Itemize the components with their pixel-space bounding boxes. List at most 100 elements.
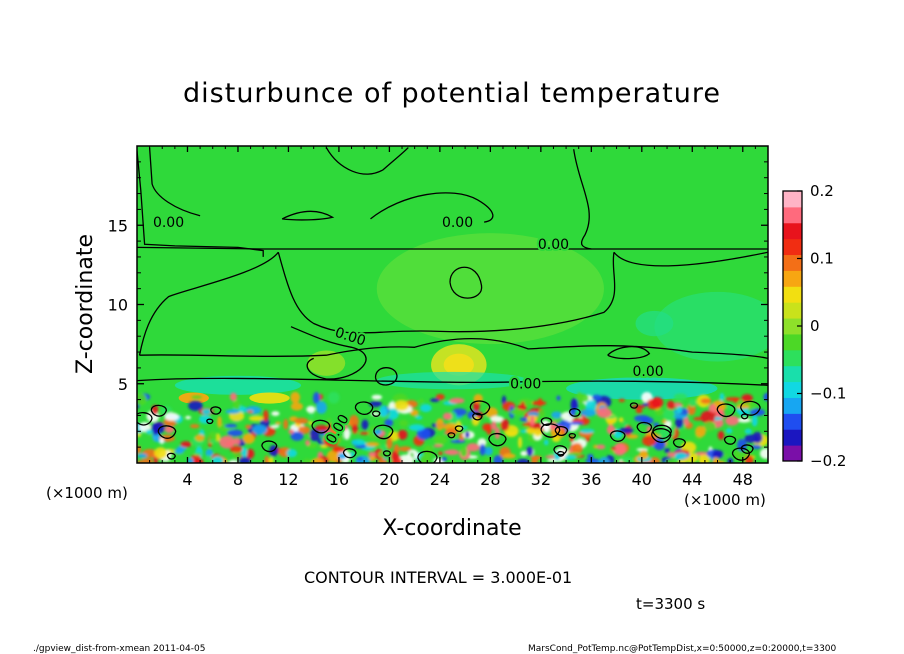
turbulence-cell <box>725 428 733 434</box>
contour-line <box>613 251 768 267</box>
turbulence-cell <box>286 448 298 458</box>
x-tick-label: 24 <box>430 470 450 489</box>
turbulence-cell <box>642 402 649 406</box>
contour-loop <box>716 403 736 418</box>
footer-right: MarsCond_PotTemp.nc@PotTempDist,x=0:5000… <box>528 644 837 654</box>
turbulence-cell <box>137 453 148 458</box>
contour-loop <box>469 400 491 416</box>
contour-loop <box>636 421 653 434</box>
x-tick-label: 16 <box>329 470 349 489</box>
contour-loop <box>354 401 374 416</box>
turbulence-cell <box>248 415 265 422</box>
turbulence-cell <box>245 424 252 429</box>
turbulence-cell <box>217 416 222 428</box>
contour-loop <box>554 425 569 436</box>
turbulence-cell <box>621 456 633 463</box>
x-unit-left: (×1000 m) <box>46 484 128 502</box>
y-axis-label: Z-coordinate <box>73 234 98 374</box>
contour-line <box>607 346 651 360</box>
contour-loop <box>609 430 626 442</box>
turbulence-cell <box>247 410 254 414</box>
turbulence-cell <box>398 446 412 452</box>
turbulence-cell <box>531 455 538 463</box>
turbulence-cell <box>673 393 688 401</box>
contour-loop <box>731 447 751 461</box>
turbulence-cell <box>610 447 616 451</box>
colorbar-tick-label: −0.2 <box>810 452 846 470</box>
turbulence-cell <box>270 424 280 429</box>
contour-loop <box>568 408 581 417</box>
turbulence-cell <box>153 456 158 463</box>
colorbar-tick-label: 0.2 <box>810 182 834 200</box>
turbulence-cell <box>137 445 142 454</box>
turbulence-cell <box>538 409 545 419</box>
turbulence-cell <box>533 428 543 437</box>
turbulence-cell <box>618 427 634 434</box>
turbulence-cell <box>290 402 303 411</box>
turbulence-cell <box>365 441 380 447</box>
turbulence-cell <box>323 434 339 448</box>
turbulence-cell <box>430 398 440 403</box>
turbulence-cell <box>683 416 690 426</box>
turbulence-cell <box>725 397 741 402</box>
turbulence-cell <box>263 409 269 422</box>
turbulence-cell <box>180 441 192 448</box>
field-blob <box>654 291 768 362</box>
y-tick-label: 10 <box>108 296 128 315</box>
contour-loop <box>740 444 754 454</box>
turbulence-cell <box>159 437 164 445</box>
turbulence-cell <box>229 392 237 402</box>
time-label: t=3300 s <box>636 595 705 613</box>
field-blob <box>443 353 474 376</box>
turbulence-cell <box>500 418 510 431</box>
turbulence-cell <box>585 400 598 412</box>
turbulence-cell <box>264 455 270 463</box>
colorbar-tick-label: −0.1 <box>810 385 846 403</box>
turbulence-cell <box>717 430 725 440</box>
turbulence-cell <box>569 435 574 443</box>
turbulence-cell <box>564 455 577 460</box>
turbulence-cell <box>438 451 443 456</box>
turbulence-cell <box>390 451 399 462</box>
turbulence-cell <box>443 450 451 454</box>
x-tick-label: 4 <box>182 470 192 489</box>
turbulence-cell <box>526 446 534 457</box>
contour-loop <box>447 432 456 439</box>
contour-label: 0.00 <box>442 215 473 231</box>
turbulence-cell <box>719 392 725 402</box>
turbulence-cell <box>735 404 750 409</box>
colorbar-swatch <box>783 365 802 383</box>
colorbar-swatch <box>783 222 802 240</box>
turbulence-cell <box>238 456 251 463</box>
contour-loop <box>652 424 672 440</box>
turbulence-cell <box>618 417 624 423</box>
turbulence-cell <box>290 431 304 441</box>
contour-line <box>290 326 367 380</box>
x-unit-right: (×1000 m) <box>684 491 766 509</box>
contour-line <box>374 367 398 386</box>
contour-loop <box>157 425 177 439</box>
contour-loop <box>373 424 394 440</box>
turbulence-cell <box>520 429 527 434</box>
turbulence-cell <box>560 427 566 436</box>
turbulence-cell <box>297 426 311 435</box>
colorbar-swatch <box>783 286 802 303</box>
x-tick-label: 20 <box>379 470 399 489</box>
turbulence-cell <box>552 435 561 443</box>
turbulence-cell <box>486 423 492 435</box>
turbulence-cell <box>228 459 239 463</box>
turbulence-cell <box>368 451 376 457</box>
contour-loop <box>210 406 222 415</box>
turbulence-cell <box>618 398 625 403</box>
turbulence-cell <box>527 411 539 417</box>
turbulence-cell <box>634 414 650 422</box>
y-tick-label: 15 <box>108 216 128 235</box>
turbulence-cell <box>294 417 309 425</box>
turbulence-cell <box>596 407 612 419</box>
turbulence-cell <box>386 436 393 450</box>
turbulence-cell <box>388 401 397 411</box>
turbulence-cell <box>199 414 212 424</box>
turbulence-cell <box>518 398 533 406</box>
turbulence-cell <box>576 392 583 405</box>
x-tick-label: 44 <box>682 470 702 489</box>
